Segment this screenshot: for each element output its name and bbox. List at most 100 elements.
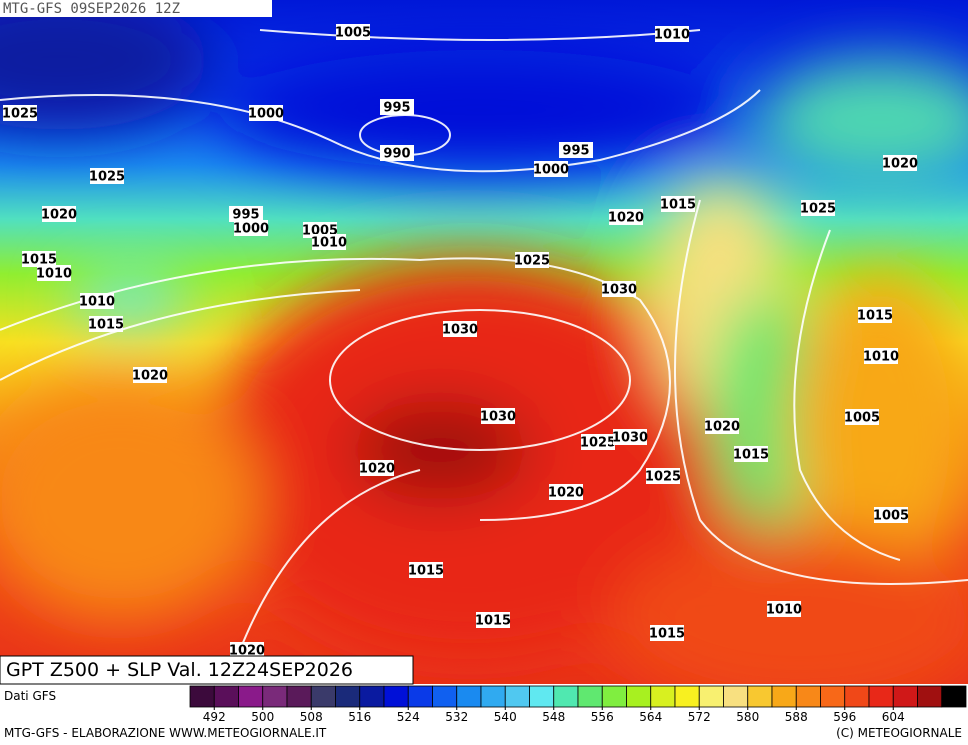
isobar-label: 1020 <box>359 462 395 477</box>
colorbar-swatch <box>213 685 239 708</box>
isobar-label-box <box>336 24 370 40</box>
colorbar-tick-label: 532 <box>445 710 468 724</box>
colorbar-swatch <box>868 685 894 708</box>
colorbar-swatch <box>844 685 870 708</box>
isobar-label-box <box>845 409 879 425</box>
isobar-label-box <box>613 429 647 445</box>
colorbar-tick-label: 604 <box>882 710 905 724</box>
colorbar-tick-label: 596 <box>833 710 856 724</box>
isobar-label: 1025 <box>2 107 38 122</box>
isobar-label-box <box>360 460 394 476</box>
isobar-label: 1000 <box>533 163 569 178</box>
isobar-label: 1010 <box>79 295 115 310</box>
isobar-label: 1015 <box>857 309 893 324</box>
isobar-label: 1025 <box>580 436 616 451</box>
colorbar-swatch <box>456 685 482 708</box>
colorbar-tick-label: 548 <box>542 710 565 724</box>
isobar-label-box <box>22 251 56 267</box>
map-field <box>0 0 968 684</box>
isobar-label-box <box>581 434 615 450</box>
isobar-label-box <box>646 468 680 484</box>
colorbar-swatch <box>698 685 724 708</box>
isobar-label-box <box>37 265 71 281</box>
colorbar-swatch <box>310 685 336 708</box>
colorbar-tick-label: 540 <box>494 710 517 724</box>
isobar-label: 1015 <box>733 448 769 463</box>
colorbar-swatch <box>504 685 530 708</box>
isobar-label: 1020 <box>704 420 740 435</box>
colorbar-swatch <box>383 685 409 708</box>
source-label: Dati GFS <box>4 689 56 703</box>
isobar-label: 1015 <box>660 198 696 213</box>
colorbar-swatch <box>480 685 506 708</box>
colorbar-swatch <box>892 685 918 708</box>
run-label: MTG-GFS 09SEP2026 12Z <box>3 1 180 17</box>
isobar-label: 1000 <box>248 107 284 122</box>
colorbar-swatch <box>359 685 385 708</box>
isobar-label: 1020 <box>229 644 265 659</box>
colorbar-tick-label: 588 <box>785 710 808 724</box>
isobar-label-box <box>609 209 643 225</box>
colorbar-swatch <box>189 685 215 708</box>
colorbar-swatch <box>553 685 579 708</box>
isobar-label-box <box>229 206 263 222</box>
isobar-label: 995 <box>383 101 410 116</box>
isobar-label: 995 <box>562 144 589 159</box>
isobar-label-box <box>380 145 414 161</box>
colorbar-swatch <box>238 685 264 708</box>
isobar-label-box <box>443 321 477 337</box>
isobar-label-box <box>549 484 583 500</box>
colorbar-swatch <box>626 685 652 708</box>
map-title: GPT Z500 + SLP Val. 12Z24SEP2026 <box>6 659 353 681</box>
isobar-label: 1010 <box>36 267 72 282</box>
credit-label: MTG-GFS - ELABORAZIONE WWW.METEOGIORNALE… <box>4 726 327 740</box>
colorbar-swatch <box>577 685 603 708</box>
isobar-label: 1020 <box>882 157 918 172</box>
isobar-label-box <box>42 206 76 222</box>
colorbar-swatch <box>674 685 700 708</box>
isobar-label-box <box>80 293 114 309</box>
colorbar-tick-label: 580 <box>736 710 759 724</box>
colorbar-swatch <box>262 685 288 708</box>
isobar-label-box <box>3 105 37 121</box>
title-box <box>0 655 414 685</box>
isobar-label-box <box>864 348 898 364</box>
isobar-label: 1015 <box>649 627 685 642</box>
colorbar-swatch <box>771 685 797 708</box>
colorbar-tick-label: 508 <box>300 710 323 724</box>
isobar-label-box <box>89 316 123 332</box>
colorbar-tick-label: 564 <box>639 710 662 724</box>
colorbar-swatch <box>820 685 846 708</box>
isobar-label: 1025 <box>514 254 550 269</box>
isobar-label-box <box>481 408 515 424</box>
colorbar-tick-label: 516 <box>348 710 371 724</box>
colorbar-swatch <box>432 685 458 708</box>
colorbar-swatch <box>723 685 749 708</box>
isobar-label: 1010 <box>863 350 899 365</box>
isobar-label: 1030 <box>612 431 648 446</box>
isobar-label-box <box>661 196 695 212</box>
isobar-label: 1020 <box>41 208 77 223</box>
isobar-label: 1010 <box>654 28 690 43</box>
colorbar-swatch <box>747 685 773 708</box>
copyright-label: (C) METEOGIORNALE <box>836 726 962 740</box>
isobar-label: 1020 <box>608 211 644 226</box>
header-box <box>0 0 272 17</box>
isobar-label-box <box>234 220 268 236</box>
isobar-label: 1015 <box>475 614 511 629</box>
isobar-label-box <box>734 446 768 462</box>
isobar-label: 1015 <box>408 564 444 579</box>
isobar-label: 1000 <box>233 222 269 237</box>
isobar-label: 1010 <box>766 603 802 618</box>
isobar-label-box <box>133 367 167 383</box>
colorbar-swatch <box>917 685 943 708</box>
isobar-label-box <box>380 99 414 115</box>
isobar-label-box <box>476 612 510 628</box>
colorbar-tick-label: 572 <box>688 710 711 724</box>
isobar-label-box <box>312 234 346 250</box>
colorbar-swatch <box>286 685 312 708</box>
isobar-label-box <box>515 252 549 268</box>
colorbar-swatch <box>529 685 555 708</box>
isobar-label: 995 <box>232 208 259 223</box>
colorbar-swatch <box>601 685 627 708</box>
